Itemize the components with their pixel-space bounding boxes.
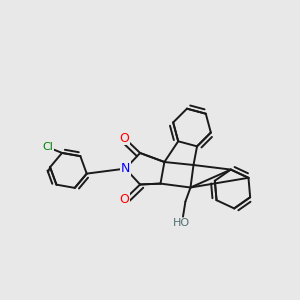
- Text: O: O: [120, 131, 129, 145]
- Text: O: O: [120, 193, 129, 206]
- Text: HO: HO: [173, 218, 190, 228]
- Text: N: N: [121, 162, 130, 175]
- Text: Cl: Cl: [42, 142, 53, 152]
